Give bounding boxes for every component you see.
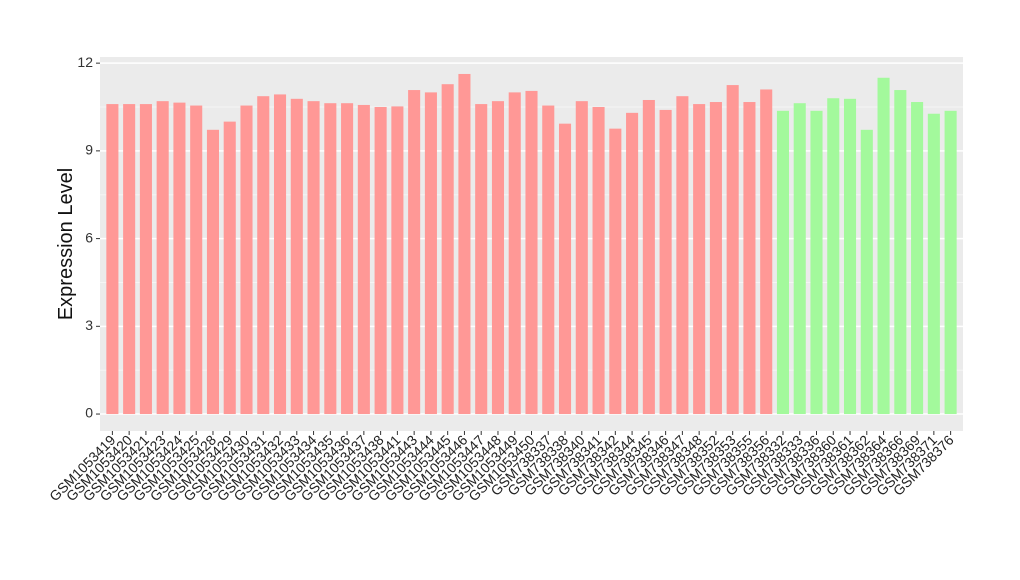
bar [726,85,739,415]
bar [810,110,823,415]
y-axis-title: Expression Level [55,168,77,320]
bar [139,104,152,415]
y-tick-label: 9 [85,142,93,158]
bar [441,84,454,415]
bar [324,103,337,415]
bar [424,92,437,415]
bar [609,128,622,415]
y-tick-label: 3 [85,317,93,333]
bar [156,101,169,415]
bar [475,104,488,415]
bar [542,105,555,415]
y-tick-label: 6 [85,229,93,245]
bar [860,129,873,415]
y-tick-label: 0 [85,405,93,421]
bar [676,96,689,415]
bar [911,102,924,415]
bar [626,112,639,415]
bar [709,102,722,415]
bar [257,96,270,415]
bar [843,98,857,415]
bar [391,106,404,415]
bar [592,107,605,415]
bar [190,105,203,415]
bar [525,90,538,415]
bar [659,109,672,415]
bar [877,77,890,415]
bar [290,98,303,415]
bar [206,129,220,415]
bar [357,104,370,415]
bar [106,104,119,415]
bar [760,89,773,415]
bar [223,121,236,415]
bar [173,102,186,415]
bar [273,94,287,415]
bar [408,90,421,415]
bar [458,73,471,415]
y-tick-label: 12 [77,54,93,70]
bar [240,105,253,415]
bar [827,98,840,415]
bar [642,99,655,415]
bar [508,92,521,415]
bar [374,107,387,415]
bar [693,104,706,415]
bar [575,101,588,415]
bar [743,102,756,415]
bar [944,110,957,415]
bar [491,101,505,415]
bar [307,101,320,415]
bar [894,90,907,415]
bar [341,103,354,415]
bar [927,113,940,415]
bar [793,103,806,415]
bar [123,104,136,415]
bar [776,110,790,415]
bar [558,123,572,415]
